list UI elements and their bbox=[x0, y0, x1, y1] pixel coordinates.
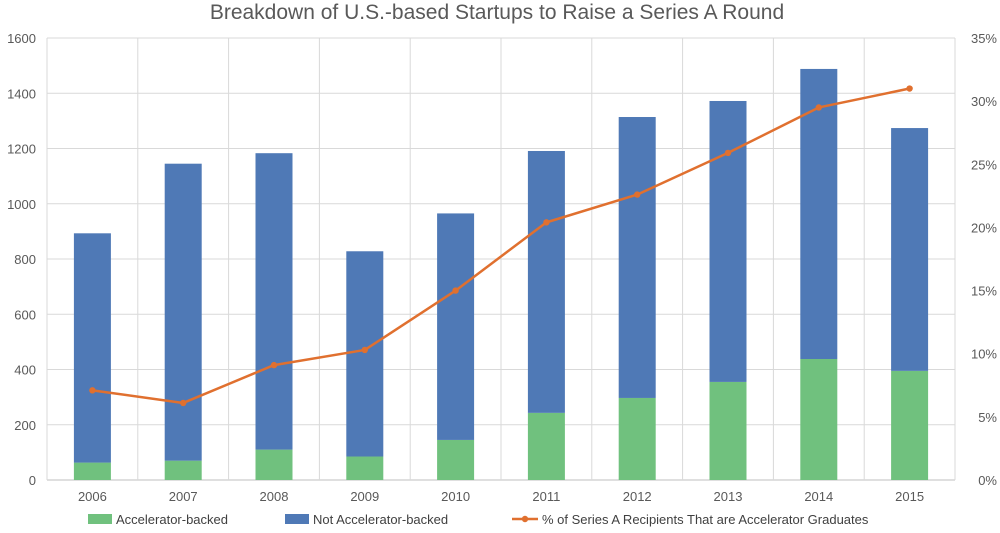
bar-not-accelerator-backed-2014 bbox=[800, 68, 838, 360]
line-point-2010 bbox=[452, 287, 459, 294]
series-line-accelerator-share bbox=[92, 87, 910, 405]
left-axis-tick-label: 200 bbox=[14, 418, 36, 433]
x-axis-ticks: 2006 2007 2008 2009 2010 2011 2012 2013 2014 2015 bbox=[78, 489, 924, 504]
line-layer bbox=[89, 85, 913, 407]
left-axis-ticks: 0 200 400 600 800 1000 1200 1400 1600 bbox=[7, 31, 36, 488]
bar-not-accelerator-backed-2008 bbox=[255, 153, 293, 450]
right-axis-tick-label: 0% bbox=[978, 473, 997, 488]
bar-not-accelerator-backed-2013 bbox=[709, 100, 747, 382]
bar-accelerator-backed-2009 bbox=[346, 456, 384, 480]
x-axis-tick-label: 2009 bbox=[350, 489, 379, 504]
right-axis-tick-label: 5% bbox=[978, 410, 997, 425]
right-axis-tick-label: 15% bbox=[971, 284, 997, 299]
legend-label: Accelerator-backed bbox=[116, 512, 228, 527]
chart-title: Breakdown of U.S.-based Startups to Rais… bbox=[210, 1, 784, 24]
bar-accelerator-backed-2012 bbox=[618, 397, 656, 480]
line-point-2006 bbox=[89, 387, 96, 394]
x-axis-tick-label: 2007 bbox=[169, 489, 198, 504]
bar-not-accelerator-backed-2007 bbox=[164, 163, 202, 461]
bar-accelerator-backed-2011 bbox=[527, 412, 565, 480]
legend-swatch bbox=[88, 514, 112, 524]
bar-not-accelerator-backed-2011 bbox=[527, 150, 565, 413]
left-axis-tick-label: 600 bbox=[14, 307, 36, 322]
line-point-2012 bbox=[634, 191, 641, 198]
line-point-2015 bbox=[906, 85, 913, 92]
left-axis-tick-label: 1200 bbox=[7, 142, 36, 157]
right-axis-tick-label: 10% bbox=[971, 347, 997, 362]
bar-not-accelerator-backed-2009 bbox=[346, 251, 384, 457]
bar-accelerator-backed-2010 bbox=[437, 439, 475, 480]
x-axis-tick-label: 2011 bbox=[532, 489, 560, 504]
left-axis-tick-label: 800 bbox=[14, 252, 36, 267]
line-point-2009 bbox=[361, 346, 368, 354]
legend-label: % of Series A Recipients That are Accele… bbox=[542, 512, 869, 527]
legend-swatch bbox=[285, 514, 309, 524]
left-axis-tick-label: 1600 bbox=[7, 31, 36, 46]
bar-accelerator-backed-2015 bbox=[891, 370, 929, 480]
x-axis-tick-label: 2012 bbox=[623, 489, 652, 504]
legend-marker bbox=[521, 515, 529, 523]
right-axis-tick-label: 20% bbox=[971, 220, 997, 235]
right-axis-tick-label: 30% bbox=[971, 94, 997, 109]
bar-accelerator-backed-2008 bbox=[255, 449, 293, 480]
bar-not-accelerator-backed-2015 bbox=[891, 128, 929, 371]
line-point-2008 bbox=[270, 361, 278, 369]
x-axis-tick-label: 2010 bbox=[441, 489, 470, 504]
left-axis-tick-label: 400 bbox=[14, 363, 36, 378]
right-axis-ticks: 0% 5% 10% 15% 20% 25% 30% 35% bbox=[971, 31, 997, 488]
line-point-2007 bbox=[180, 399, 187, 407]
left-axis-tick-label: 1000 bbox=[7, 197, 36, 212]
line-point-2013 bbox=[724, 149, 732, 157]
line-point-2014 bbox=[815, 104, 822, 111]
x-axis-tick-label: 2015 bbox=[895, 489, 924, 504]
bar-not-accelerator-backed-2012 bbox=[618, 117, 656, 398]
right-axis-tick-label: 25% bbox=[971, 157, 997, 172]
left-axis-tick-label: 0 bbox=[29, 473, 36, 488]
bar-not-accelerator-backed-2010 bbox=[437, 213, 475, 440]
legend: Accelerator-backed Not Accelerator-backed… bbox=[88, 512, 869, 527]
legend-label: Not Accelerator-backed bbox=[313, 512, 448, 527]
x-axis-tick-label: 2006 bbox=[78, 489, 107, 504]
bar-accelerator-backed-2013 bbox=[709, 381, 747, 480]
bar-not-accelerator-backed-2006 bbox=[73, 233, 111, 463]
bar-accelerator-backed-2014 bbox=[800, 359, 838, 480]
bars-layer bbox=[73, 68, 929, 480]
x-axis-tick-label: 2008 bbox=[260, 489, 289, 504]
x-axis-tick-label: 2013 bbox=[714, 489, 743, 504]
right-axis-tick-label: 35% bbox=[971, 31, 997, 46]
bar-accelerator-backed-2007 bbox=[164, 460, 202, 480]
x-axis-tick-label: 2014 bbox=[804, 489, 833, 504]
line-point-2011 bbox=[543, 219, 550, 226]
left-axis-tick-label: 1400 bbox=[7, 86, 36, 101]
bar-accelerator-backed-2006 bbox=[73, 462, 111, 480]
